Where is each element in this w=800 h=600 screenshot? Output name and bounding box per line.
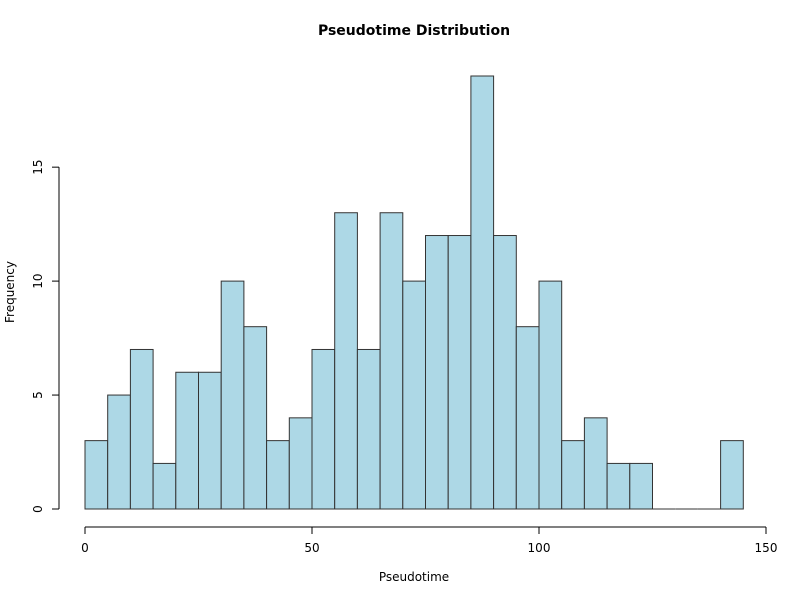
histogram-bar [493,235,517,510]
histogram-bar [152,462,177,510]
x-tick-label: 150 [755,541,778,555]
histogram-bar [198,371,222,510]
y-axis: 0 5 10 15 [31,160,60,513]
x-tick-label: 50 [304,541,319,555]
histogram-bar [175,371,200,510]
y-axis-label: Frequency [3,261,17,323]
histogram-bar [243,326,268,510]
bars-group [84,75,744,510]
histogram-bar [334,212,358,510]
histogram-bar [470,75,495,510]
histogram-bar [402,280,426,510]
histogram-bar [447,235,472,510]
histogram-bar [538,280,563,510]
x-axis-label: Pseudotime [379,570,449,584]
histogram-bar [379,212,404,510]
y-tick-label: 10 [31,273,45,288]
y-tick-label: 5 [31,391,45,399]
histogram-bar [129,348,154,510]
histogram-bar [515,326,540,510]
histogram-bar [84,440,109,510]
histogram-bar [311,348,336,510]
histogram-bar [288,417,313,510]
x-tick-label: 0 [81,541,89,555]
histogram-bar [266,440,290,510]
y-tick-label: 15 [31,160,45,175]
histogram-bar [606,462,631,510]
x-tick-label: 100 [528,541,551,555]
x-axis: 0 50 100 150 [81,526,778,555]
histogram-bar [356,348,381,510]
histogram-bar [220,280,245,510]
histogram-bar [583,417,608,510]
y-tick-label: 0 [31,505,45,513]
histogram-bar [107,394,131,510]
histogram-bar [720,440,744,510]
histogram-bar [425,235,449,510]
histogram-bar [561,440,585,510]
histogram-bar [629,462,653,510]
chart-title: Pseudotime Distribution [318,23,510,39]
